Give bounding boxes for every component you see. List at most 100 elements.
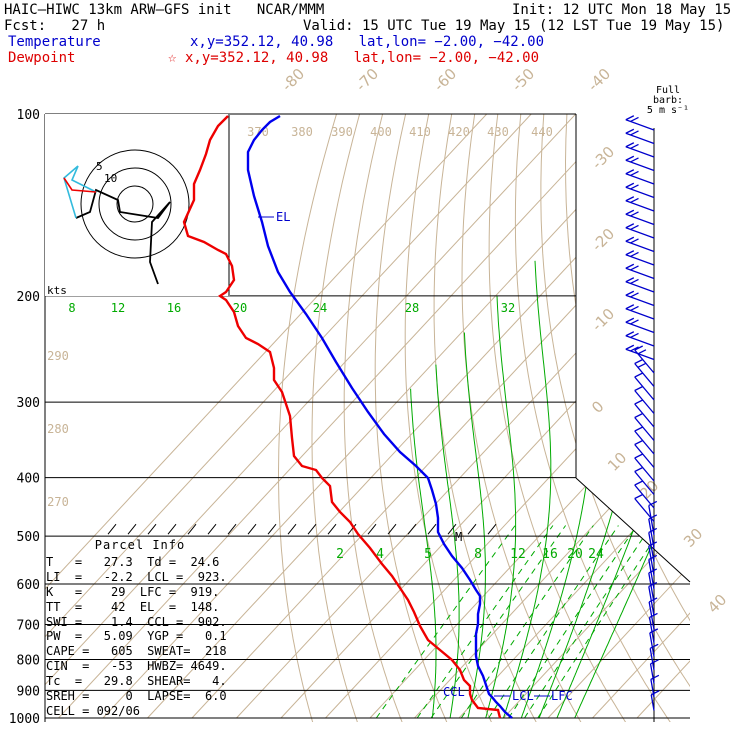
dry-adiabat-line	[514, 114, 677, 722]
dry-adiabat-line	[433, 114, 542, 722]
height-tick	[327, 523, 337, 535]
dry-adiabat-line	[461, 114, 587, 722]
temperature-axis-label: -70	[352, 65, 382, 95]
hodograph-ring	[116, 185, 154, 223]
wind-barb	[625, 223, 655, 239]
barb-feather	[630, 197, 639, 204]
dry-adiabat-line	[374, 114, 452, 722]
isotherm-line	[191, 114, 690, 719]
dewpoint-location: x,y=352.12, 40.98 lat,lon= −2.00, −42.00	[185, 50, 540, 66]
barb-feather	[650, 690, 660, 696]
barb-staff	[625, 335, 655, 347]
mixing-ratio-label: 16	[542, 547, 558, 562]
height-tick	[127, 523, 137, 535]
barb-feather	[630, 251, 639, 258]
barb-staff	[625, 267, 655, 280]
barb-feather	[630, 157, 639, 163]
height-tick	[207, 523, 217, 535]
temperature-legend-label: Temperature	[8, 34, 101, 50]
barb-feather	[649, 628, 659, 634]
barb-feather	[634, 466, 644, 473]
mixing-ratio-line	[488, 525, 619, 719]
height-tick	[467, 523, 477, 535]
hodograph-mid-trace	[63, 177, 97, 193]
theta-label: 380	[291, 125, 313, 139]
barb-feather	[649, 643, 659, 649]
hodograph-ring-label: 10	[104, 172, 117, 185]
barb-feather	[634, 426, 644, 432]
barb-feather	[648, 527, 658, 534]
barb-staff	[625, 254, 655, 266]
isotherm-line	[636, 114, 690, 719]
moist-adiabat-line	[485, 295, 517, 719]
parcel-row-swi: SWI = 1.4 CCL = 902.	[46, 614, 227, 629]
barb-feather	[648, 581, 658, 588]
hodograph-ring	[98, 167, 172, 241]
barb-staff	[634, 444, 655, 468]
isotherm-line	[45, 114, 532, 719]
pressure-tick-label: 600	[17, 578, 40, 593]
barb-feather	[625, 331, 635, 337]
barb-staff	[634, 471, 655, 495]
wind-barb	[649, 659, 659, 684]
moist-adiabat-label: 24	[313, 301, 327, 315]
wind-barb	[625, 169, 655, 185]
barb-staff	[650, 694, 655, 711]
pressure-tick-label: 200	[17, 290, 40, 305]
wind-barb	[634, 399, 655, 428]
parcel-row-t: T = 27.3 Td = 24.6	[46, 554, 220, 569]
hodograph-trace	[75, 188, 171, 285]
header: HAIC–HIWC 13km ARW–GFS init NCAR/MMM Ini…	[0, 0, 740, 70]
isotherm-line	[503, 114, 690, 719]
barb-feather	[625, 250, 635, 256]
barb-feather	[648, 568, 658, 574]
barb-feather	[630, 143, 639, 150]
mixing-ratio-label: 2	[336, 547, 344, 562]
wind-barb	[625, 209, 655, 226]
wind-barb	[634, 345, 655, 374]
barb-feather	[630, 211, 639, 217]
pressure-tick-label: 700	[17, 618, 40, 633]
barb-feather	[625, 263, 635, 269]
mixing-ratio-label: 24	[588, 547, 604, 562]
dry-adiabat-line	[278, 114, 337, 722]
wind-barb	[634, 385, 655, 414]
moist-adiabat-line	[574, 220, 690, 719]
dry-adiabat-line	[612, 114, 690, 722]
barb-staff	[634, 363, 655, 387]
barb-feather	[634, 493, 644, 500]
hodograph-upper-trace	[63, 165, 97, 219]
temperature-axis-label: -20	[588, 225, 618, 255]
barb-feather	[625, 182, 635, 188]
isotherm-line	[547, 114, 690, 719]
height-tick	[107, 523, 117, 535]
barb-staff	[634, 457, 655, 482]
theta-label: 290	[47, 349, 69, 363]
wind-barb	[625, 250, 655, 266]
isotherm-line	[102, 114, 666, 719]
wind-barb	[625, 196, 655, 212]
barb-feather	[625, 317, 635, 323]
barb-staff	[625, 146, 655, 158]
isotherm-line	[45, 114, 577, 719]
barb-feather	[625, 304, 635, 310]
parcel-row-cell: CELL = 092/06	[46, 703, 140, 718]
barb-staff	[634, 349, 655, 374]
barb-feather	[630, 278, 639, 285]
barb-staff	[625, 200, 655, 212]
barb-staff	[649, 648, 655, 671]
wind-barb	[625, 277, 655, 293]
barb-feather	[634, 412, 644, 419]
temperature-axis-label: 0	[588, 397, 607, 416]
barb-staff	[625, 186, 655, 199]
pressure-tick-label: 100	[17, 108, 40, 123]
barb-staff	[625, 132, 655, 145]
wind-barb	[634, 372, 655, 401]
dry-adiabat-line	[404, 114, 497, 722]
isotherm-line	[414, 114, 690, 719]
moist-adiabats	[410, 220, 690, 719]
dry-adiabats	[278, 114, 690, 722]
barb-feather	[634, 399, 644, 405]
theta-label: 400	[370, 125, 392, 139]
barb-staff	[648, 572, 655, 603]
